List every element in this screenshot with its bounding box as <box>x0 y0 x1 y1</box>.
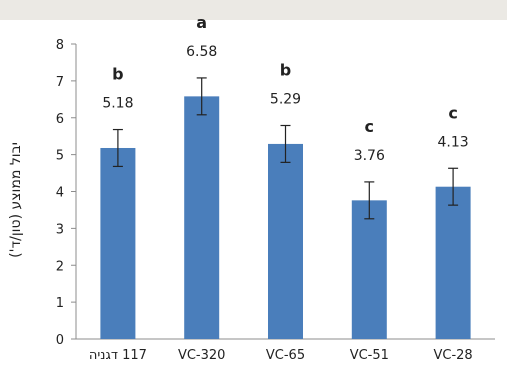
data-label: 4.13 <box>438 134 469 150</box>
data-label: 5.29 <box>270 91 301 107</box>
bar <box>100 147 136 339</box>
significance-letter: a <box>196 13 207 32</box>
bar <box>268 143 303 339</box>
bar <box>435 186 471 339</box>
significance-letter: b <box>112 65 123 84</box>
significance-letter: c <box>365 117 374 136</box>
x-tick-label: VC-320 <box>178 348 225 363</box>
bar <box>184 96 220 339</box>
data-label: 3.76 <box>354 148 385 164</box>
y-tick-label: 3 <box>56 222 64 237</box>
significance-letter: b <box>280 60 291 79</box>
x-tick-label: VC-51 <box>350 348 389 363</box>
y-tick-label: 2 <box>56 259 64 274</box>
y-tick-label: 7 <box>56 75 64 90</box>
top-band <box>0 0 507 20</box>
data-label: 6.58 <box>186 44 217 60</box>
x-tick-label: VC-65 <box>266 348 305 363</box>
y-tick-label: 8 <box>56 38 64 53</box>
y-tick-label: 6 <box>56 112 64 127</box>
bar <box>351 200 387 339</box>
y-axis-label: יבול ממוצע (טון/ד') <box>8 142 24 258</box>
y-tick-label: 1 <box>56 296 64 311</box>
y-tick-label: 5 <box>56 149 64 164</box>
x-tick-label: 117 דגניה <box>89 348 147 363</box>
y-tick-label: 4 <box>56 186 64 201</box>
significance-letter: c <box>448 103 457 122</box>
y-tick-label: 0 <box>56 333 64 348</box>
data-label: 5.18 <box>102 96 133 112</box>
x-tick-label: VC-28 <box>433 348 472 363</box>
